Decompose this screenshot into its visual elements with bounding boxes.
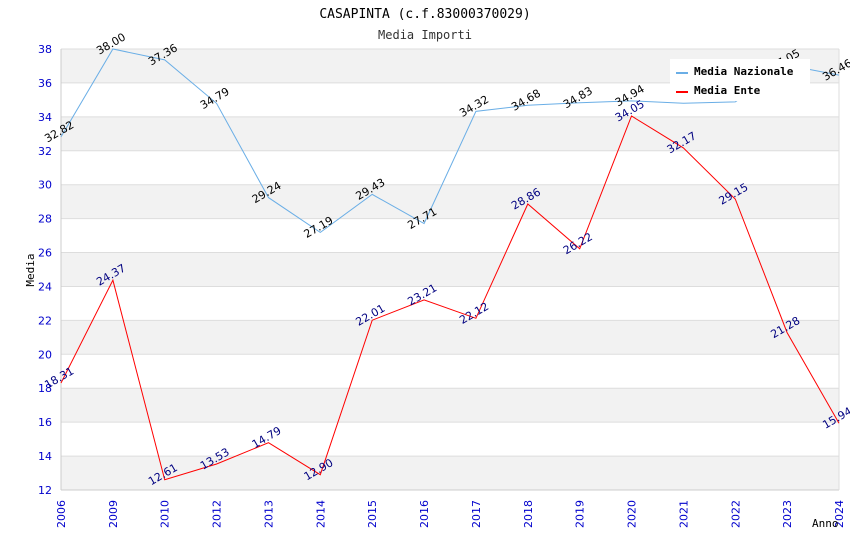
chart-title: CASAPINTA (c.f.83000370029): [319, 7, 530, 22]
y-tick-label: 16: [38, 416, 52, 429]
y-tick-label: 30: [38, 179, 52, 192]
x-tick-label: 2010: [159, 500, 172, 528]
legend: Media Nazionale Media Ente: [670, 59, 810, 101]
x-tick-label: 2006: [55, 500, 68, 528]
data-label-nazionale: 34.83: [561, 84, 595, 111]
x-axis-label: Anno: [812, 517, 839, 530]
y-tick-label: 22: [38, 314, 52, 327]
series-line-nazionale: [60, 48, 840, 234]
x-tick-label: 2013: [262, 500, 275, 528]
x-tick-label: 2019: [574, 500, 587, 528]
x-tick-label: 2018: [522, 500, 535, 528]
legend-label-ente: Media Ente: [694, 84, 761, 97]
legend-label-nazionale: Media Nazionale: [694, 65, 794, 78]
x-tick-label: 2012: [211, 500, 224, 528]
x-tick-label: 2009: [107, 500, 120, 528]
x-tick-label: 2015: [366, 500, 379, 528]
data-label-ente: 14.79: [250, 424, 284, 451]
y-tick-label: 26: [38, 247, 52, 260]
x-tick-label: 2016: [418, 500, 431, 528]
grid-band: [61, 456, 839, 490]
legend-box: [670, 59, 810, 101]
axes: [60, 49, 840, 491]
y-tick-label: 34: [38, 111, 52, 124]
x-tick-label: 2020: [626, 500, 639, 528]
y-tick-label: 18: [38, 382, 52, 395]
x-tick-label: 2014: [314, 500, 327, 528]
y-tick-label: 12: [38, 484, 52, 497]
x-tick-label: 2023: [781, 500, 794, 528]
y-tick-labels: 12 14 16 18 20 22 24 26 28 30 32 34 36 38: [38, 43, 52, 497]
y-tick-label: 32: [38, 145, 52, 158]
y-axis-label: Media: [24, 253, 37, 286]
y-tick-label: 38: [38, 43, 52, 56]
x-tick-label: 2021: [677, 500, 690, 528]
y-tick-label: 28: [38, 213, 52, 226]
y-tick-label: 20: [38, 348, 52, 361]
data-label-ente: 18.31: [42, 364, 76, 391]
x-tick-labels: 2006 2009 2010 2012 2013 2014 2015 2016 2017 2018…: [55, 500, 846, 528]
data-label-nazionale: 34.79: [198, 85, 232, 112]
data-label-nazionale: 34.68: [509, 87, 543, 114]
grid-band: [61, 252, 839, 287]
grid-band: [61, 388, 839, 423]
x-tick-label: 2017: [470, 500, 483, 528]
series-lines: [60, 48, 840, 481]
y-tick-label: 36: [38, 77, 52, 90]
x-tick-label: 2022: [729, 500, 742, 528]
grid-band: [61, 184, 839, 219]
series-line-ente: [60, 115, 840, 481]
grid-band: [61, 116, 839, 151]
grid-bands: [61, 49, 839, 490]
y-tick-label: 24: [38, 280, 52, 293]
grid-band: [61, 320, 839, 355]
y-tick-label: 14: [38, 450, 52, 463]
x-tick-label: 2024: [833, 500, 846, 528]
chart-subtitle: Media Importi: [378, 28, 472, 42]
